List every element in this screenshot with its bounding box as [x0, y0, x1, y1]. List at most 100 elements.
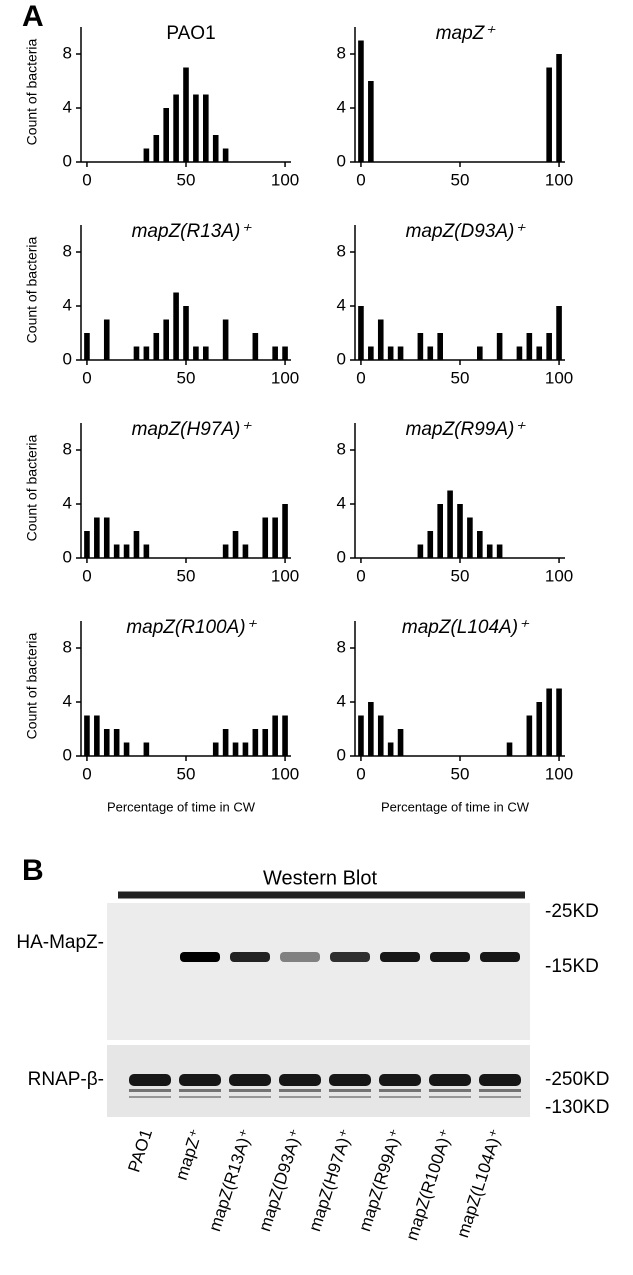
y-tick-label: 4 [337, 295, 346, 314]
bar [506, 742, 513, 756]
row-label: HA-MapZ- [16, 932, 104, 953]
bar [377, 319, 384, 360]
y-tick-label: 4 [337, 97, 346, 116]
bar [272, 346, 278, 360]
bar [242, 544, 249, 558]
x-tick-label: 50 [177, 368, 196, 387]
y-tick-label: 0 [337, 349, 346, 368]
marker-label: -250KD [545, 1069, 609, 1090]
bar [516, 346, 523, 360]
bar [232, 742, 239, 756]
x-tick-label: 50 [451, 566, 470, 585]
bar [183, 306, 189, 360]
bar [222, 544, 229, 558]
band [279, 1074, 321, 1086]
y-tick-label: 8 [337, 637, 346, 656]
bar [133, 531, 140, 558]
bar [103, 319, 110, 360]
bar [417, 333, 424, 360]
bar [486, 544, 493, 558]
bar [477, 531, 483, 558]
bar [203, 346, 209, 360]
lane-label: mapZ(H97A)⁺ [305, 1127, 356, 1234]
band [129, 1074, 171, 1086]
bar [183, 67, 189, 162]
bar [368, 81, 374, 162]
x-tick-label: 0 [82, 368, 91, 387]
bar [368, 702, 374, 756]
y-tick-label: 0 [63, 349, 72, 368]
bar [143, 148, 150, 162]
bar [193, 346, 199, 360]
bar [262, 517, 269, 558]
band [329, 1096, 371, 1098]
lane-label: mapZ(D93A)⁺ [255, 1127, 306, 1234]
y-axis-label: Count of bacteria [24, 434, 40, 541]
bar [526, 333, 533, 360]
bar [94, 517, 100, 558]
bar [387, 346, 394, 360]
bar [123, 742, 130, 756]
bar [467, 517, 473, 558]
lane-label: mapZ(R100A)⁺ [402, 1127, 456, 1243]
bar [437, 504, 443, 558]
bar [252, 333, 259, 360]
bar [282, 504, 288, 558]
x-tick-label: 100 [271, 368, 299, 387]
x-tick-label: 0 [82, 170, 91, 189]
y-tick-label: 4 [63, 97, 72, 116]
y-tick-label: 8 [337, 43, 346, 62]
lane-label: mapZ(L104A)⁺ [453, 1127, 506, 1240]
band [229, 1089, 271, 1092]
band [330, 952, 370, 962]
band [180, 952, 220, 962]
x-tick-label: 0 [356, 368, 365, 387]
band [379, 1074, 421, 1086]
bar [113, 729, 120, 756]
x-tick-label: 0 [82, 566, 91, 585]
band [229, 1074, 271, 1086]
bar [556, 688, 562, 756]
band [230, 952, 270, 962]
chart-title: mapZ(L104A)⁺ [402, 617, 530, 638]
bar [368, 346, 374, 360]
bar [437, 333, 443, 360]
y-tick-label: 8 [63, 637, 72, 656]
bar [536, 702, 543, 756]
bar [272, 517, 278, 558]
band [179, 1074, 221, 1086]
y-tick-label: 4 [337, 691, 346, 710]
bar [358, 715, 364, 756]
bar [262, 729, 269, 756]
bar [94, 715, 100, 756]
bar [212, 135, 219, 162]
y-tick-label: 8 [63, 241, 72, 260]
bar [222, 729, 229, 756]
x-tick-label: 100 [271, 566, 299, 585]
bar [143, 544, 150, 558]
bar [113, 544, 120, 558]
bar [153, 135, 160, 162]
bar [526, 715, 533, 756]
bar [546, 333, 552, 360]
x-tick-label: 50 [177, 566, 196, 585]
marker-label: -25KD [545, 901, 599, 922]
bar [103, 517, 110, 558]
y-tick-label: 0 [337, 151, 346, 170]
band [129, 1096, 171, 1098]
band [179, 1089, 221, 1092]
bar [387, 742, 394, 756]
y-tick-label: 4 [63, 295, 72, 314]
y-tick-label: 0 [337, 745, 346, 764]
marker-label: -130KD [545, 1097, 609, 1118]
x-tick-label: 0 [356, 764, 365, 783]
bar [173, 292, 179, 360]
y-axis-label: Count of bacteria [24, 38, 40, 145]
bar [556, 306, 562, 360]
bar [193, 94, 199, 162]
bar [282, 346, 288, 360]
y-tick-label: 4 [63, 493, 72, 512]
bar [397, 346, 404, 360]
band [129, 1089, 171, 1092]
